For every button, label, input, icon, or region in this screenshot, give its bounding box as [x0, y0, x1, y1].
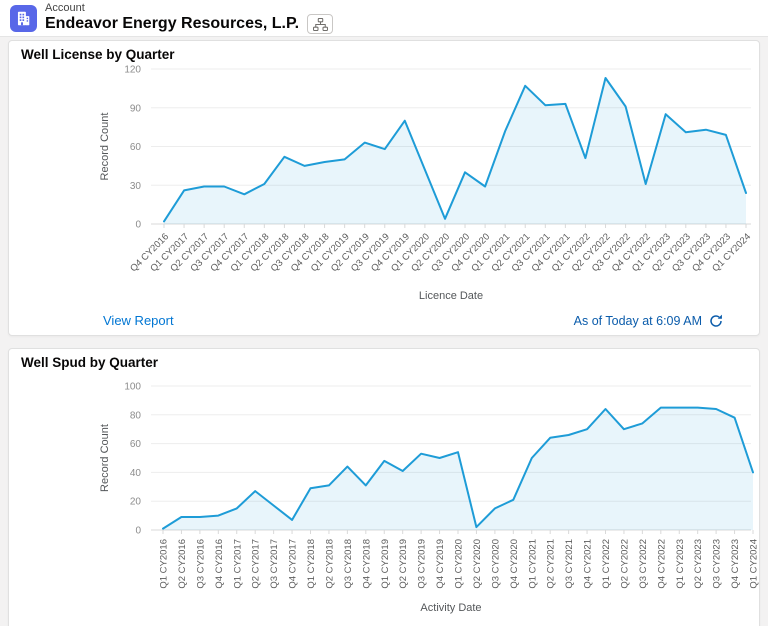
svg-text:Q1 CY2019: Q1 CY2019 [380, 539, 391, 589]
svg-text:Q2 CY2021: Q2 CY2021 [546, 539, 557, 589]
svg-text:Q1 CY2024: Q1 CY2024 [749, 539, 760, 589]
svg-text:90: 90 [130, 103, 142, 114]
svg-text:Q4 CY2017: Q4 CY2017 [288, 539, 299, 589]
object-label: Account [45, 1, 85, 14]
svg-text:Q3 CY2023: Q3 CY2023 [712, 539, 723, 589]
svg-text:80: 80 [130, 410, 142, 421]
svg-text:Q1 CY2016: Q1 CY2016 [159, 539, 170, 589]
svg-text:Q1 CY2017: Q1 CY2017 [232, 539, 243, 589]
record-header: Account Endeavor Energy Resources, L.P. [0, 0, 768, 37]
svg-text:Q2 CY2019: Q2 CY2019 [398, 539, 409, 589]
svg-text:Q2 CY2016: Q2 CY2016 [177, 539, 188, 589]
svg-text:60: 60 [130, 142, 142, 153]
as-of-timestamp: As of Today at 6:09 AM [573, 314, 702, 328]
svg-text:40: 40 [130, 468, 142, 479]
svg-text:Q4 CY2018: Q4 CY2018 [361, 539, 372, 589]
svg-text:Q4 CY2016: Q4 CY2016 [214, 539, 225, 589]
svg-text:100: 100 [124, 382, 141, 393]
svg-text:Q4 CY2022: Q4 CY2022 [656, 539, 667, 589]
svg-text:Q2 CY2023: Q2 CY2023 [693, 539, 704, 589]
svg-text:Record Count: Record Count [99, 424, 111, 492]
svg-text:Q1 CY2023: Q1 CY2023 [675, 539, 686, 589]
svg-text:Licence Date: Licence Date [419, 290, 483, 302]
well-license-card: Well License by Quarter 0 30 60 90 120 Q4 CY2… [8, 40, 760, 336]
svg-text:Q1 CY2022: Q1 CY2022 [601, 539, 612, 589]
svg-text:Q2 CY2022: Q2 CY2022 [619, 539, 630, 589]
svg-text:Q1 CY2018: Q1 CY2018 [306, 539, 317, 589]
svg-text:Q4 CY2021: Q4 CY2021 [583, 539, 594, 589]
svg-text:Q3 CY2020: Q3 CY2020 [490, 539, 501, 589]
svg-text:Activity Date: Activity Date [420, 602, 481, 614]
page-title: Endeavor Energy Resources, L.P. [45, 15, 300, 33]
svg-text:120: 120 [124, 65, 141, 76]
svg-text:Q3 CY2019: Q3 CY2019 [417, 539, 428, 589]
hierarchy-icon[interactable] [307, 14, 334, 35]
svg-text:Record Count: Record Count [99, 113, 111, 181]
svg-text:0: 0 [135, 526, 141, 537]
svg-text:Q3 CY2022: Q3 CY2022 [638, 539, 649, 589]
svg-text:0: 0 [135, 220, 141, 231]
refresh-icon[interactable] [709, 314, 723, 328]
svg-text:Q3 CY2017: Q3 CY2017 [269, 539, 280, 589]
view-report-link[interactable]: View Report [103, 313, 174, 328]
svg-text:Q4 CY2023: Q4 CY2023 [730, 539, 741, 589]
svg-text:Q4 CY2020: Q4 CY2020 [509, 539, 520, 589]
svg-text:Q1 CY2021: Q1 CY2021 [527, 539, 538, 589]
chart-title: Well Spud by Quarter [21, 355, 159, 370]
well-spud-card: Well Spud by Quarter 0 20 40 60 80 100 Q1 CY20… [8, 348, 760, 626]
card-footer: View Report As of Today at 6:09 AM [9, 311, 759, 333]
svg-text:60: 60 [130, 439, 142, 450]
chart-title: Well License by Quarter [21, 47, 175, 62]
svg-text:Q2 CY2020: Q2 CY2020 [472, 539, 483, 589]
svg-text:Q1 CY2020: Q1 CY2020 [454, 539, 465, 589]
svg-text:Q4 CY2019: Q4 CY2019 [435, 539, 446, 589]
well-spud-chart[interactable]: 0 20 40 60 80 100 Q1 CY2016 Q2 CY2016 Q3 CY2016 Q… [9, 349, 761, 626]
svg-text:Q3 CY2021: Q3 CY2021 [564, 539, 575, 589]
account-building-icon [10, 4, 37, 32]
svg-text:30: 30 [130, 181, 142, 192]
svg-text:Q2 CY2018: Q2 CY2018 [324, 539, 335, 589]
svg-text:Q3 CY2018: Q3 CY2018 [343, 539, 354, 589]
svg-text:20: 20 [130, 497, 142, 508]
svg-text:Q2 CY2017: Q2 CY2017 [251, 539, 262, 589]
svg-text:Q3 CY2016: Q3 CY2016 [195, 539, 206, 589]
